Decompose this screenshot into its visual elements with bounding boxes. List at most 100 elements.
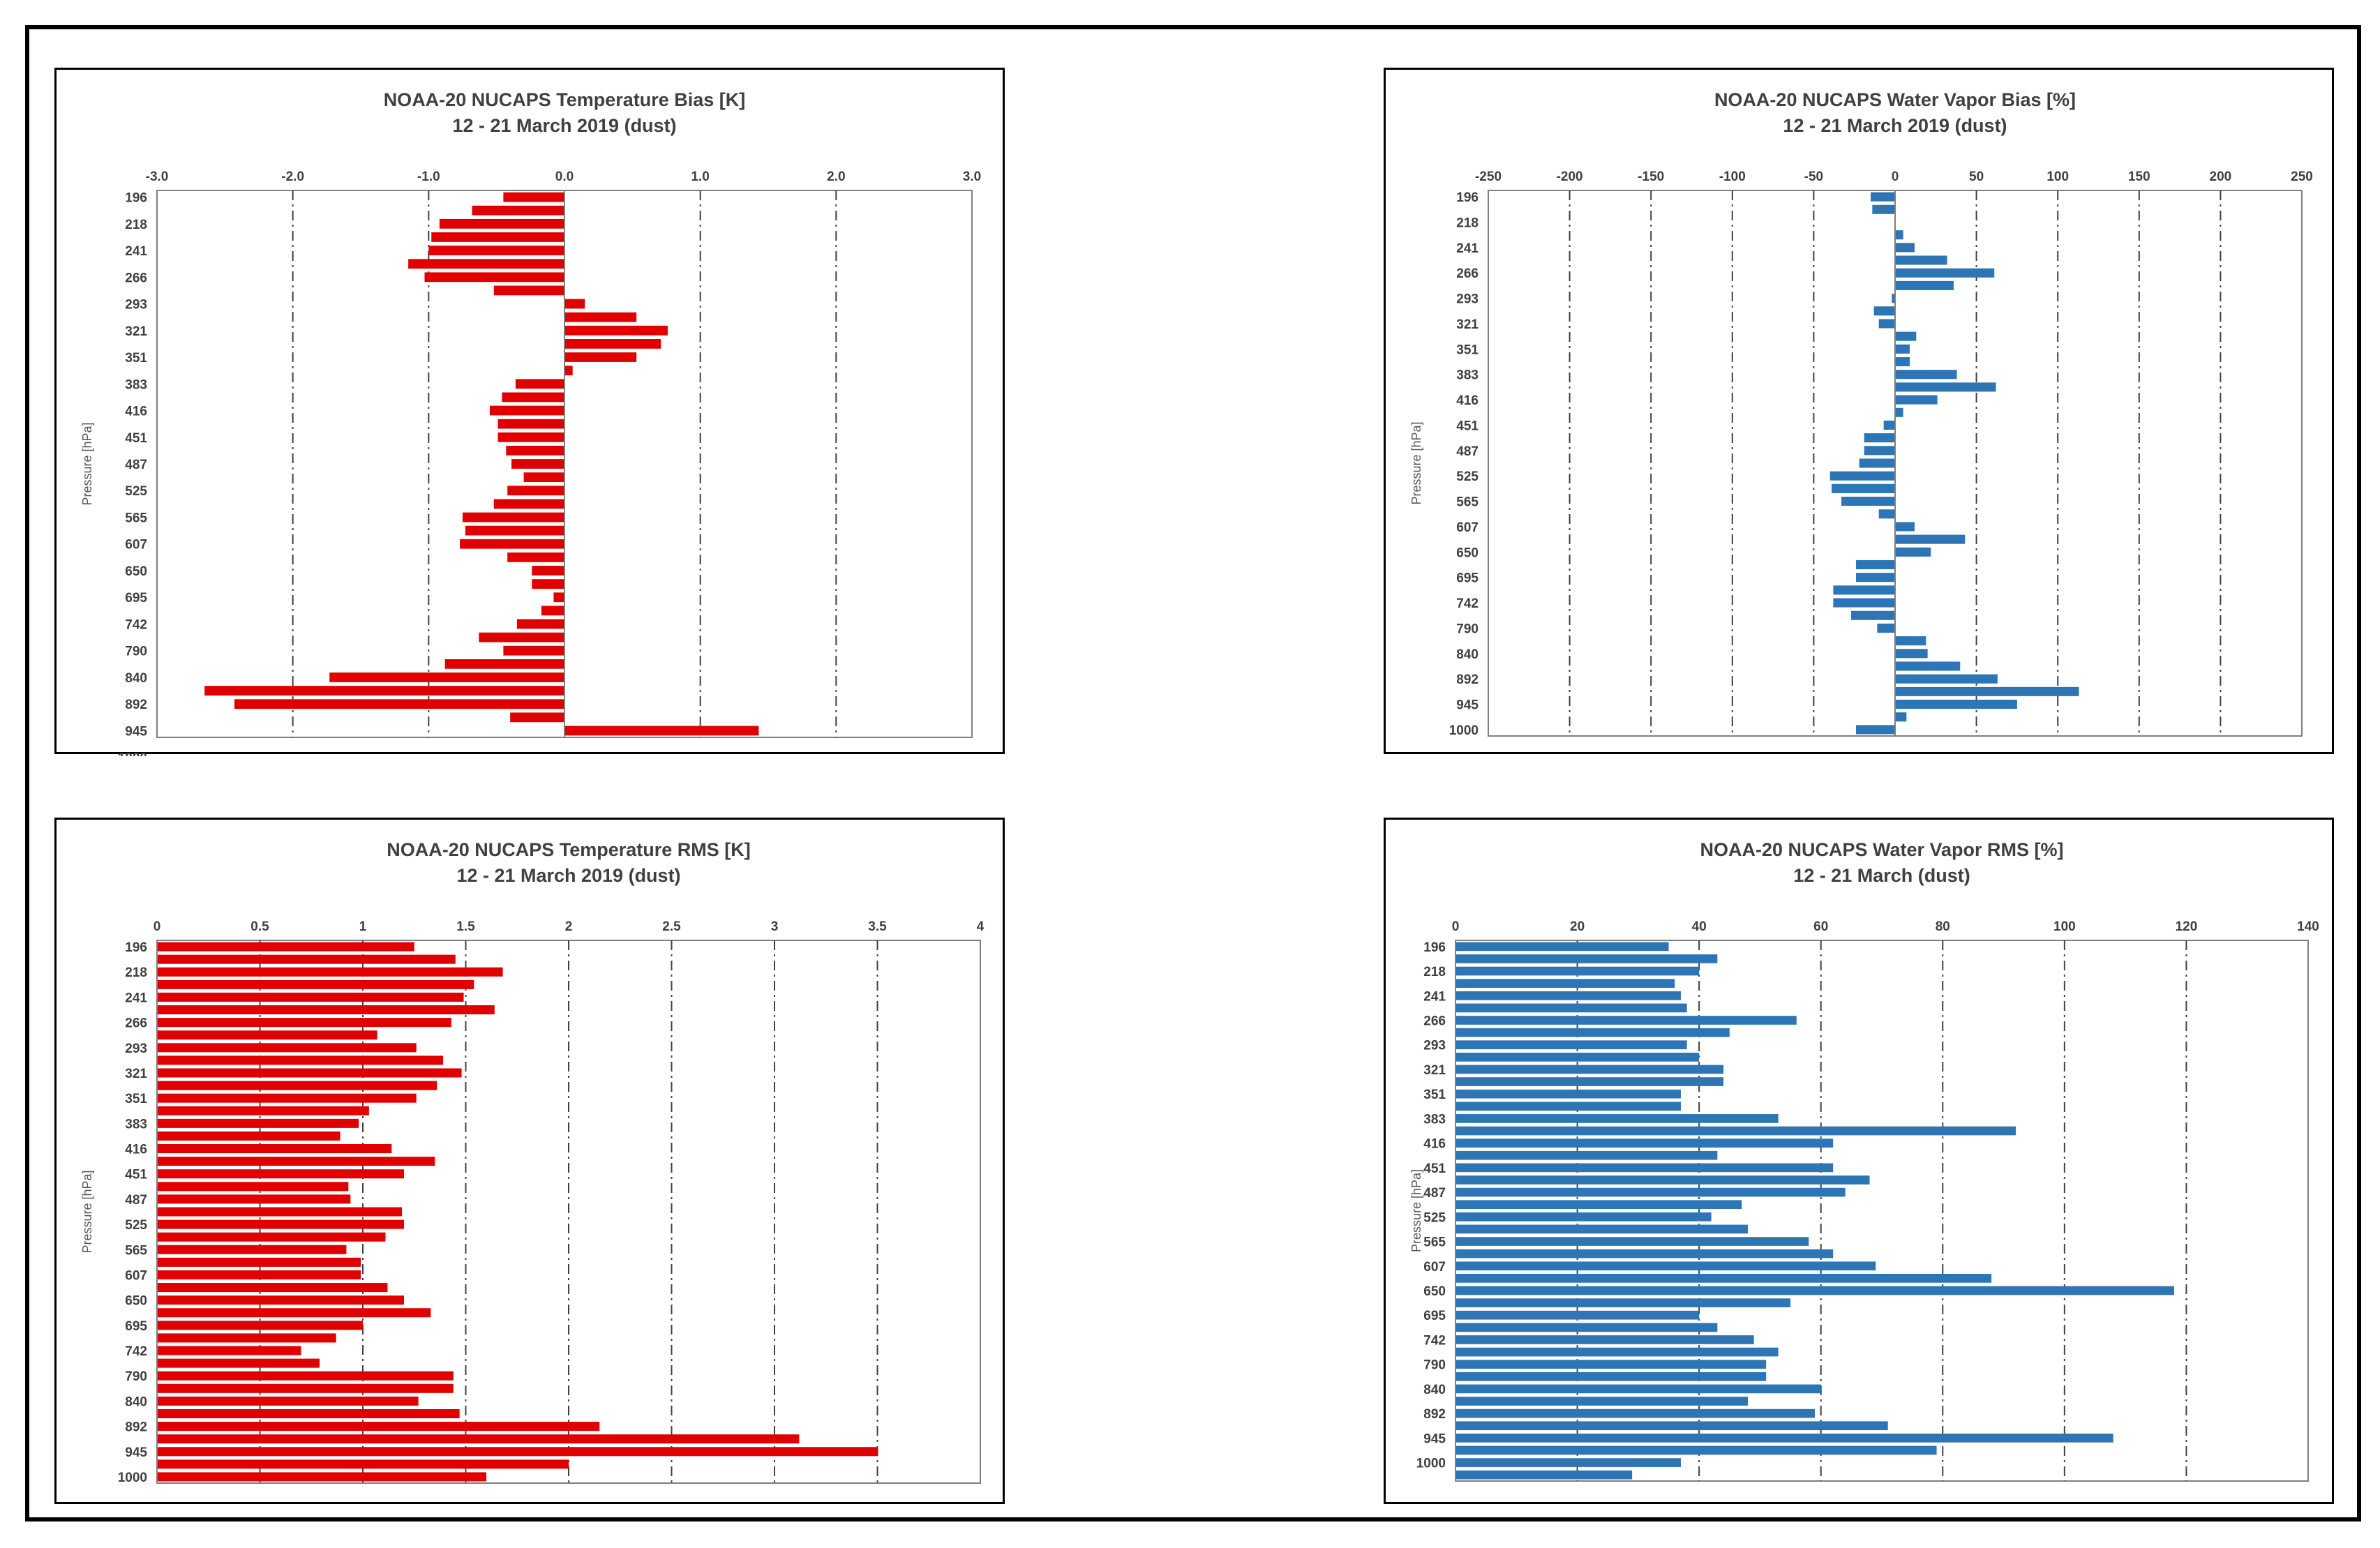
bar: [157, 1169, 404, 1179]
bar: [1455, 1360, 1767, 1369]
y-tick-label: 487: [1423, 1186, 1446, 1201]
y-tick-label: 565: [1456, 495, 1479, 510]
x-tick-label: -3.0: [146, 170, 169, 184]
bar: [1455, 1139, 1834, 1148]
x-tick-label: 200: [2210, 170, 2232, 184]
temperature-bias-chart: NOAA-20 NUCAPS Temperature Bias [K] 12 - …: [54, 68, 1005, 756]
x-tick-label: 2.0: [827, 170, 845, 184]
x-tick-label: 120: [2176, 919, 2198, 934]
bar: [157, 942, 414, 952]
bar: [553, 592, 564, 603]
bar: [157, 1068, 462, 1078]
y-tick-label: 451: [1423, 1162, 1446, 1176]
y-tick-label: 241: [1456, 241, 1479, 256]
bar: [1895, 712, 1907, 722]
x-tick-label: -50: [1804, 170, 1823, 184]
y-tick-label: 790: [1423, 1358, 1446, 1373]
bar: [157, 1245, 347, 1254]
y-tick-label: 416: [1456, 393, 1479, 408]
x-tick-label: 3.0: [963, 170, 981, 184]
x-tick-label: 0: [1452, 919, 1460, 934]
bar: [507, 552, 564, 562]
y-tick-label: 218: [125, 218, 147, 232]
y-tick-label: 742: [1456, 596, 1479, 611]
bar: [424, 272, 564, 283]
x-tick-label: 0.5: [250, 919, 269, 934]
y-tick-label: 840: [1423, 1383, 1446, 1397]
y-tick-label: 196: [125, 191, 147, 206]
bar: [1895, 331, 1917, 341]
bar: [1455, 1200, 1742, 1210]
y-tick-label: 293: [125, 1042, 147, 1056]
y-tick-label: 525: [125, 1218, 147, 1233]
bar: [1895, 686, 2079, 696]
bar: [1455, 1102, 1681, 1111]
bar: [1895, 547, 1931, 557]
bar: [507, 486, 564, 496]
bar: [157, 1308, 431, 1318]
bar: [1856, 725, 1895, 735]
bar: [1455, 1224, 1748, 1234]
bar: [1455, 1421, 1888, 1431]
y-tick-label: 383: [1423, 1112, 1446, 1127]
chart-title: NOAA-20 NUCAPS Temperature RMS [K]: [387, 839, 751, 860]
x-tick-label: 0: [1892, 170, 1899, 184]
bar: [157, 1283, 388, 1293]
bar: [157, 954, 456, 964]
x-tick-label: 150: [2128, 170, 2150, 184]
y-tick-label: 293: [125, 298, 147, 313]
bar: [157, 1207, 403, 1217]
bar: [1455, 1028, 1730, 1037]
bar: [1455, 1335, 1754, 1344]
bar: [1455, 1372, 1767, 1381]
y-tick-label: 565: [1423, 1235, 1446, 1250]
bar: [465, 525, 564, 536]
bar: [1455, 1163, 1834, 1173]
x-tick-label: -2.0: [281, 170, 304, 184]
chart-subtitle: 12 - 21 March 2019 (dust): [456, 865, 680, 886]
y-tick-label: 695: [125, 591, 147, 606]
x-tick-label: -150: [1638, 170, 1664, 184]
bar: [564, 726, 759, 736]
bar: [1455, 1040, 1687, 1050]
y-tick-label: 607: [1456, 520, 1479, 535]
x-tick-label: 100: [2046, 170, 2069, 184]
bar: [157, 1093, 417, 1103]
y-tick-label: 351: [1456, 343, 1479, 357]
y-tick-label: 695: [1456, 571, 1479, 586]
x-tick-label: 3: [771, 919, 779, 934]
y-tick-label: 892: [1456, 672, 1479, 687]
bar: [1455, 1016, 1797, 1025]
x-tick-label: 250: [2291, 170, 2313, 184]
chart-subtitle: 12 - 21 March 2019 (dust): [452, 115, 676, 136]
chart-subtitle: 12 - 21 March (dust): [1793, 865, 1970, 886]
y-tick-label: 945: [125, 724, 147, 739]
bar: [439, 218, 564, 229]
y-tick-label: 892: [125, 698, 147, 712]
bar: [1872, 204, 1895, 214]
bar: [1895, 268, 1995, 278]
x-tick-label: 0: [154, 919, 161, 934]
bar: [1856, 573, 1895, 583]
bar: [1895, 356, 1910, 367]
bar: [1864, 446, 1895, 456]
y-tick-label: 241: [1423, 989, 1446, 1004]
y-tick-label: 607: [125, 1268, 147, 1283]
bar: [1455, 1445, 1937, 1455]
bar: [234, 699, 564, 709]
y-tick-label: 892: [125, 1420, 147, 1435]
bar: [204, 686, 565, 696]
bar: [1455, 979, 1675, 988]
bar: [1895, 661, 1961, 671]
y-axis-label: Pressure [hPa]: [1409, 1169, 1423, 1252]
bar: [157, 1321, 363, 1330]
x-tick-label: 2: [565, 919, 573, 934]
bar: [157, 1270, 361, 1279]
y-tick-label: 742: [1423, 1333, 1446, 1348]
y-axis-label: Pressure [hPa]: [1409, 421, 1423, 504]
y-tick-label: 321: [1423, 1063, 1446, 1078]
y-axis-label: Pressure [hPa]: [80, 1170, 94, 1253]
temperature-rms-plot: NOAA-20 NUCAPS Temperature RMS [K] 12 - 2…: [80, 839, 985, 1485]
bar: [1455, 1310, 1700, 1320]
bar: [497, 419, 564, 429]
